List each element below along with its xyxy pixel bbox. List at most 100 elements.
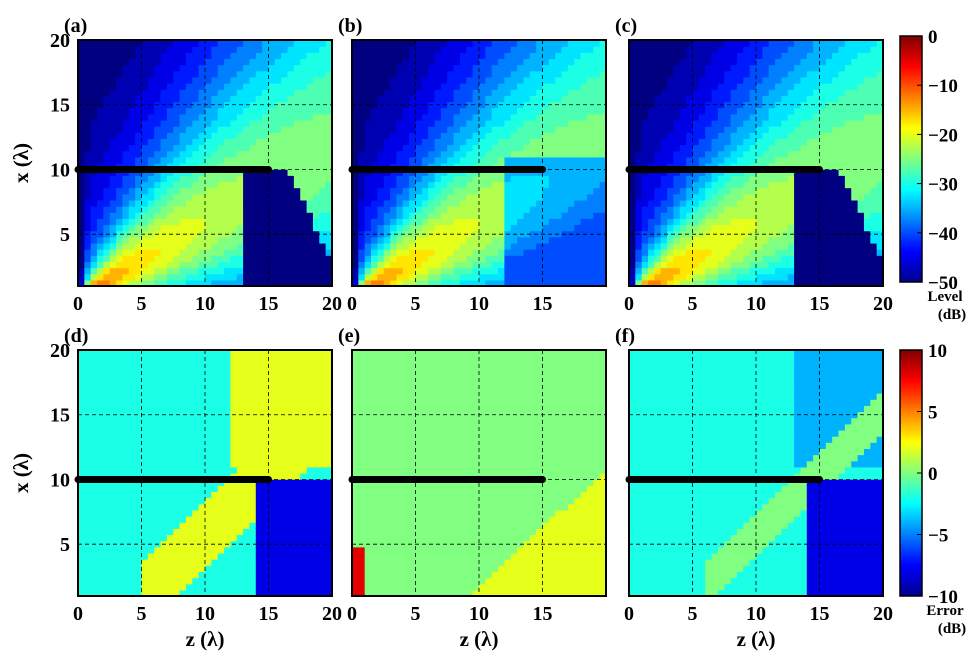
panel-label: (b) xyxy=(338,15,362,37)
field-cell xyxy=(230,89,238,96)
field-cell xyxy=(762,206,770,213)
field-cell xyxy=(787,70,795,78)
field-cell xyxy=(179,267,187,275)
field-cell xyxy=(312,132,320,139)
field-cell xyxy=(768,156,776,164)
field-cell xyxy=(838,187,846,195)
field-cell xyxy=(205,242,212,250)
field-cell xyxy=(787,64,795,72)
field-cell xyxy=(287,138,295,146)
field-cell xyxy=(364,279,372,287)
field-cell xyxy=(312,70,320,78)
field-cell xyxy=(364,113,372,121)
x-tick-label: 15 xyxy=(810,293,830,315)
field-cell xyxy=(580,242,588,250)
field-cell xyxy=(371,107,378,115)
field-cell xyxy=(510,279,518,287)
field-cell xyxy=(192,89,200,96)
field-cell xyxy=(825,273,833,281)
field-cell xyxy=(179,76,187,84)
field-cell xyxy=(654,119,662,127)
field-cell xyxy=(116,40,124,47)
field-cell xyxy=(192,132,200,139)
field-cell xyxy=(756,83,763,90)
field-cell xyxy=(166,83,174,90)
field-cell xyxy=(287,193,295,201)
field-cell xyxy=(198,58,206,66)
field-cell xyxy=(185,126,193,133)
field-cell xyxy=(402,150,410,158)
field-cell xyxy=(806,242,814,250)
field-cell xyxy=(730,279,738,287)
field-cell xyxy=(352,279,359,287)
field-cell xyxy=(800,89,808,96)
field-cell xyxy=(90,76,98,84)
field-cell xyxy=(135,236,143,244)
field-cell xyxy=(90,454,98,462)
field-cell xyxy=(90,368,98,376)
field-cell xyxy=(548,76,556,84)
field-cell xyxy=(268,261,276,269)
field-cell xyxy=(84,193,92,201)
field-cell xyxy=(90,442,98,449)
field-cell xyxy=(825,236,833,244)
field-cell xyxy=(116,279,124,287)
field-cell xyxy=(536,119,544,127)
field-cell xyxy=(434,138,442,146)
field-cell xyxy=(711,52,719,60)
field-cell xyxy=(736,107,744,115)
field-cell xyxy=(383,249,391,256)
field-cell xyxy=(756,89,763,96)
field-cell xyxy=(300,175,308,183)
field-cell xyxy=(654,95,662,103)
field-cell xyxy=(517,107,525,115)
field-cell xyxy=(698,126,706,133)
field-cell xyxy=(352,267,359,275)
field-cell xyxy=(459,107,467,115)
field-cell xyxy=(447,199,455,207)
field-cell xyxy=(160,224,168,232)
field-cell xyxy=(851,206,859,213)
field-cell xyxy=(724,218,732,226)
field-cell xyxy=(523,64,531,72)
field-cell xyxy=(371,255,378,262)
field-cell xyxy=(523,46,531,53)
field-cell xyxy=(300,46,308,53)
field-cell xyxy=(434,132,442,139)
field-cell xyxy=(205,273,212,281)
field-cell xyxy=(192,70,200,78)
field-cell xyxy=(629,138,636,146)
field-cell xyxy=(523,40,531,47)
field-cell xyxy=(90,126,98,133)
field-cell xyxy=(396,224,404,232)
field-cell xyxy=(217,236,225,244)
field-cell xyxy=(819,175,827,183)
field-cell xyxy=(84,491,92,499)
field-cell xyxy=(173,249,181,256)
field-cell xyxy=(529,230,537,238)
field-cell xyxy=(711,249,719,256)
field-cell xyxy=(561,212,569,219)
field-cell xyxy=(806,230,814,238)
field-cell xyxy=(306,83,314,90)
field-cell xyxy=(402,46,410,53)
field-cell xyxy=(561,150,569,158)
field-cell xyxy=(749,249,757,256)
field-cell xyxy=(325,187,333,195)
field-cell xyxy=(479,76,486,84)
field-cell xyxy=(122,119,130,127)
field-cell xyxy=(459,64,467,72)
field-cell xyxy=(268,187,276,195)
field-cell xyxy=(396,101,404,109)
field-cell xyxy=(599,169,607,176)
field-cell xyxy=(453,107,461,115)
field-cell xyxy=(800,236,808,244)
field-cell xyxy=(116,107,124,115)
field-cell xyxy=(667,212,675,219)
field-cell xyxy=(154,132,162,139)
field-cell xyxy=(415,138,423,146)
field-cell xyxy=(390,89,398,96)
field-cell xyxy=(472,156,480,164)
field-cell xyxy=(673,138,681,146)
field-cell xyxy=(325,40,333,47)
